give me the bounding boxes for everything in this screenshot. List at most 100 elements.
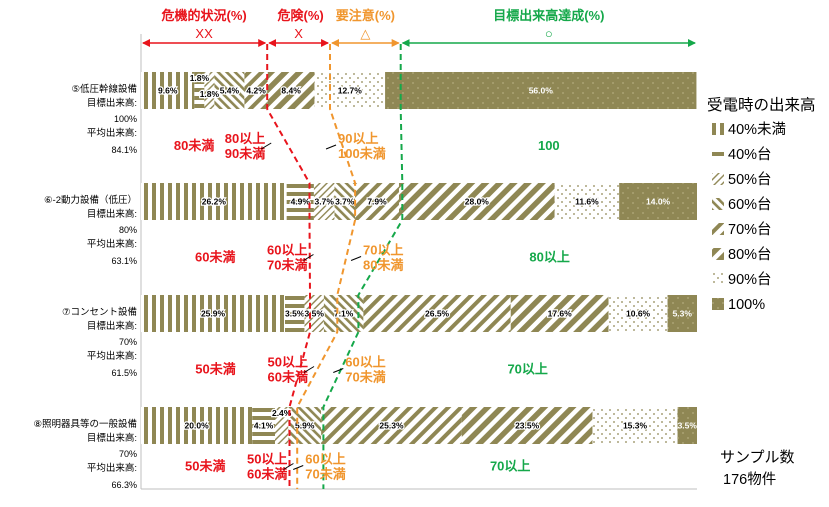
zone-title: 危険(%)	[278, 8, 324, 23]
bar-value-label: 56.0%	[529, 86, 554, 96]
bar-segment	[288, 407, 322, 444]
danger-range: 80未満	[174, 138, 214, 153]
risk-tick	[260, 142, 272, 150]
bar-segment	[323, 295, 364, 332]
bar-segment	[461, 407, 593, 444]
legend-swatch	[712, 148, 724, 160]
bar-segment	[141, 183, 287, 220]
caution-tick	[325, 144, 337, 150]
bar-value-label: 8.4%	[281, 86, 301, 96]
sample-value: 176物件	[723, 471, 776, 488]
bar-value-label: 1.8%	[200, 89, 220, 99]
bar-value-label: 20.0%	[185, 421, 210, 431]
category-name: ⑥-2動力設備（低圧）	[44, 194, 137, 206]
legend-swatch	[712, 198, 724, 210]
bar-value-label: 3.7%	[315, 197, 335, 207]
avg-value: 84.1%	[111, 145, 137, 155]
bar-segment	[398, 183, 555, 220]
bar-value-label: 3.5%	[285, 309, 305, 319]
legend-label: 40%未満	[728, 121, 786, 138]
bar-value-label: 7.1%	[334, 309, 354, 319]
bars: 9.6%1.8%1.8% 5.4% 4.2% 8.4% 12.7% 56.0%26.2% 4…	[141, 72, 697, 444]
legend-label: 40%台	[728, 146, 772, 163]
legend-swatch	[712, 248, 724, 260]
zone-title: 要注意(%)	[336, 8, 395, 23]
caution-tick	[293, 465, 304, 470]
bar-value-label: 4.1%	[254, 421, 274, 431]
target-label: 目標出来高:	[87, 208, 137, 220]
bar-segment	[554, 183, 620, 220]
legend-swatch	[712, 273, 724, 285]
avg-value: 61.5%	[111, 368, 137, 378]
bar-value-label: 5.4%	[220, 86, 240, 96]
legend-swatch	[712, 298, 724, 310]
bar-value-label: 9.6%	[158, 86, 178, 96]
bar-value-label: 26.5%	[425, 309, 450, 319]
bar-segment	[334, 183, 356, 220]
category-name: ⑧照明器具等の一般設備	[33, 418, 137, 430]
bar-segment	[667, 295, 697, 332]
ok-range: 70以上	[490, 459, 530, 474]
bar-value-label: 3.5%	[678, 421, 698, 431]
zone-title: 危機的状況(%)	[161, 8, 246, 23]
caution-range-2: 70未満	[305, 467, 345, 482]
bar-value-label: 11.6%	[575, 197, 599, 207]
bar-segment	[313, 183, 335, 220]
bar-segment	[141, 407, 253, 444]
bar-segment	[355, 183, 399, 220]
boundary-line-red	[266, 44, 311, 489]
bar-value-label: 4.2%	[246, 86, 266, 96]
bar-value-label: 5.9%	[295, 421, 315, 431]
bar-segment	[267, 72, 315, 109]
danger-range: 60未満	[195, 250, 235, 265]
ok-range: 100	[538, 138, 560, 153]
bar-segment	[677, 407, 697, 444]
bar-segment	[608, 295, 668, 332]
bar-value-label: 1.8%	[190, 73, 210, 83]
caution-range-1: 70以上	[363, 243, 403, 258]
ok-range: 80以上	[529, 250, 569, 265]
zone-headers: 危機的状況(%) XX 危険(%) X 要注意(%) △ 目標出来高達成(%) ○	[142, 8, 696, 47]
bar-segment	[510, 295, 609, 332]
avg-label: 平均出来高:	[87, 127, 137, 139]
bar-value-label: 28.0%	[465, 197, 490, 207]
bar-segment	[619, 183, 697, 220]
legend-label: 90%台	[728, 271, 772, 288]
avg-label: 平均出来高:	[87, 350, 137, 362]
bar-segment	[285, 295, 305, 332]
risk-range-2: 70未満	[267, 258, 307, 273]
zone-mark: XX	[195, 26, 213, 41]
target-value: 100%	[114, 114, 137, 124]
zone-mark: △	[360, 26, 370, 41]
caution-tick	[350, 256, 362, 261]
bar-value-label: 23.5%	[515, 421, 540, 431]
bar-segment	[214, 72, 245, 109]
sample-info: サンプル数 176物件	[720, 449, 795, 488]
caution-range-1: 90以上	[338, 131, 378, 146]
legend-label: 70%台	[728, 221, 772, 238]
bar-value-label: 3.5%	[305, 309, 325, 319]
legend-swatch	[712, 173, 724, 185]
avg-label: 平均出来高:	[87, 238, 137, 250]
caution-range-2: 100未満	[338, 146, 386, 161]
bar-value-label: 3.7%	[335, 197, 355, 207]
caution-tick	[333, 368, 344, 373]
avg-value: 66.3%	[111, 480, 137, 490]
legend-label: 80%台	[728, 246, 772, 263]
caution-range-1: 60以上	[345, 355, 385, 370]
legend-title: 受電時の出来高	[707, 96, 816, 114]
risk-tick	[283, 463, 294, 470]
risk-range-2: 90未満	[225, 146, 265, 161]
bar-value-label: 25.3%	[379, 421, 404, 431]
bar-segment	[244, 72, 268, 109]
bar-value-label: 7.9%	[367, 197, 387, 207]
bar-segment	[274, 407, 289, 444]
sample-label: サンプル数	[720, 449, 795, 466]
bar-segment	[204, 72, 215, 109]
zone-mark: X	[294, 26, 303, 41]
category-name: ⑤低圧幹線設備	[71, 83, 137, 95]
bar-value-label: 26.2%	[202, 197, 227, 207]
legend-swatch	[712, 223, 724, 235]
